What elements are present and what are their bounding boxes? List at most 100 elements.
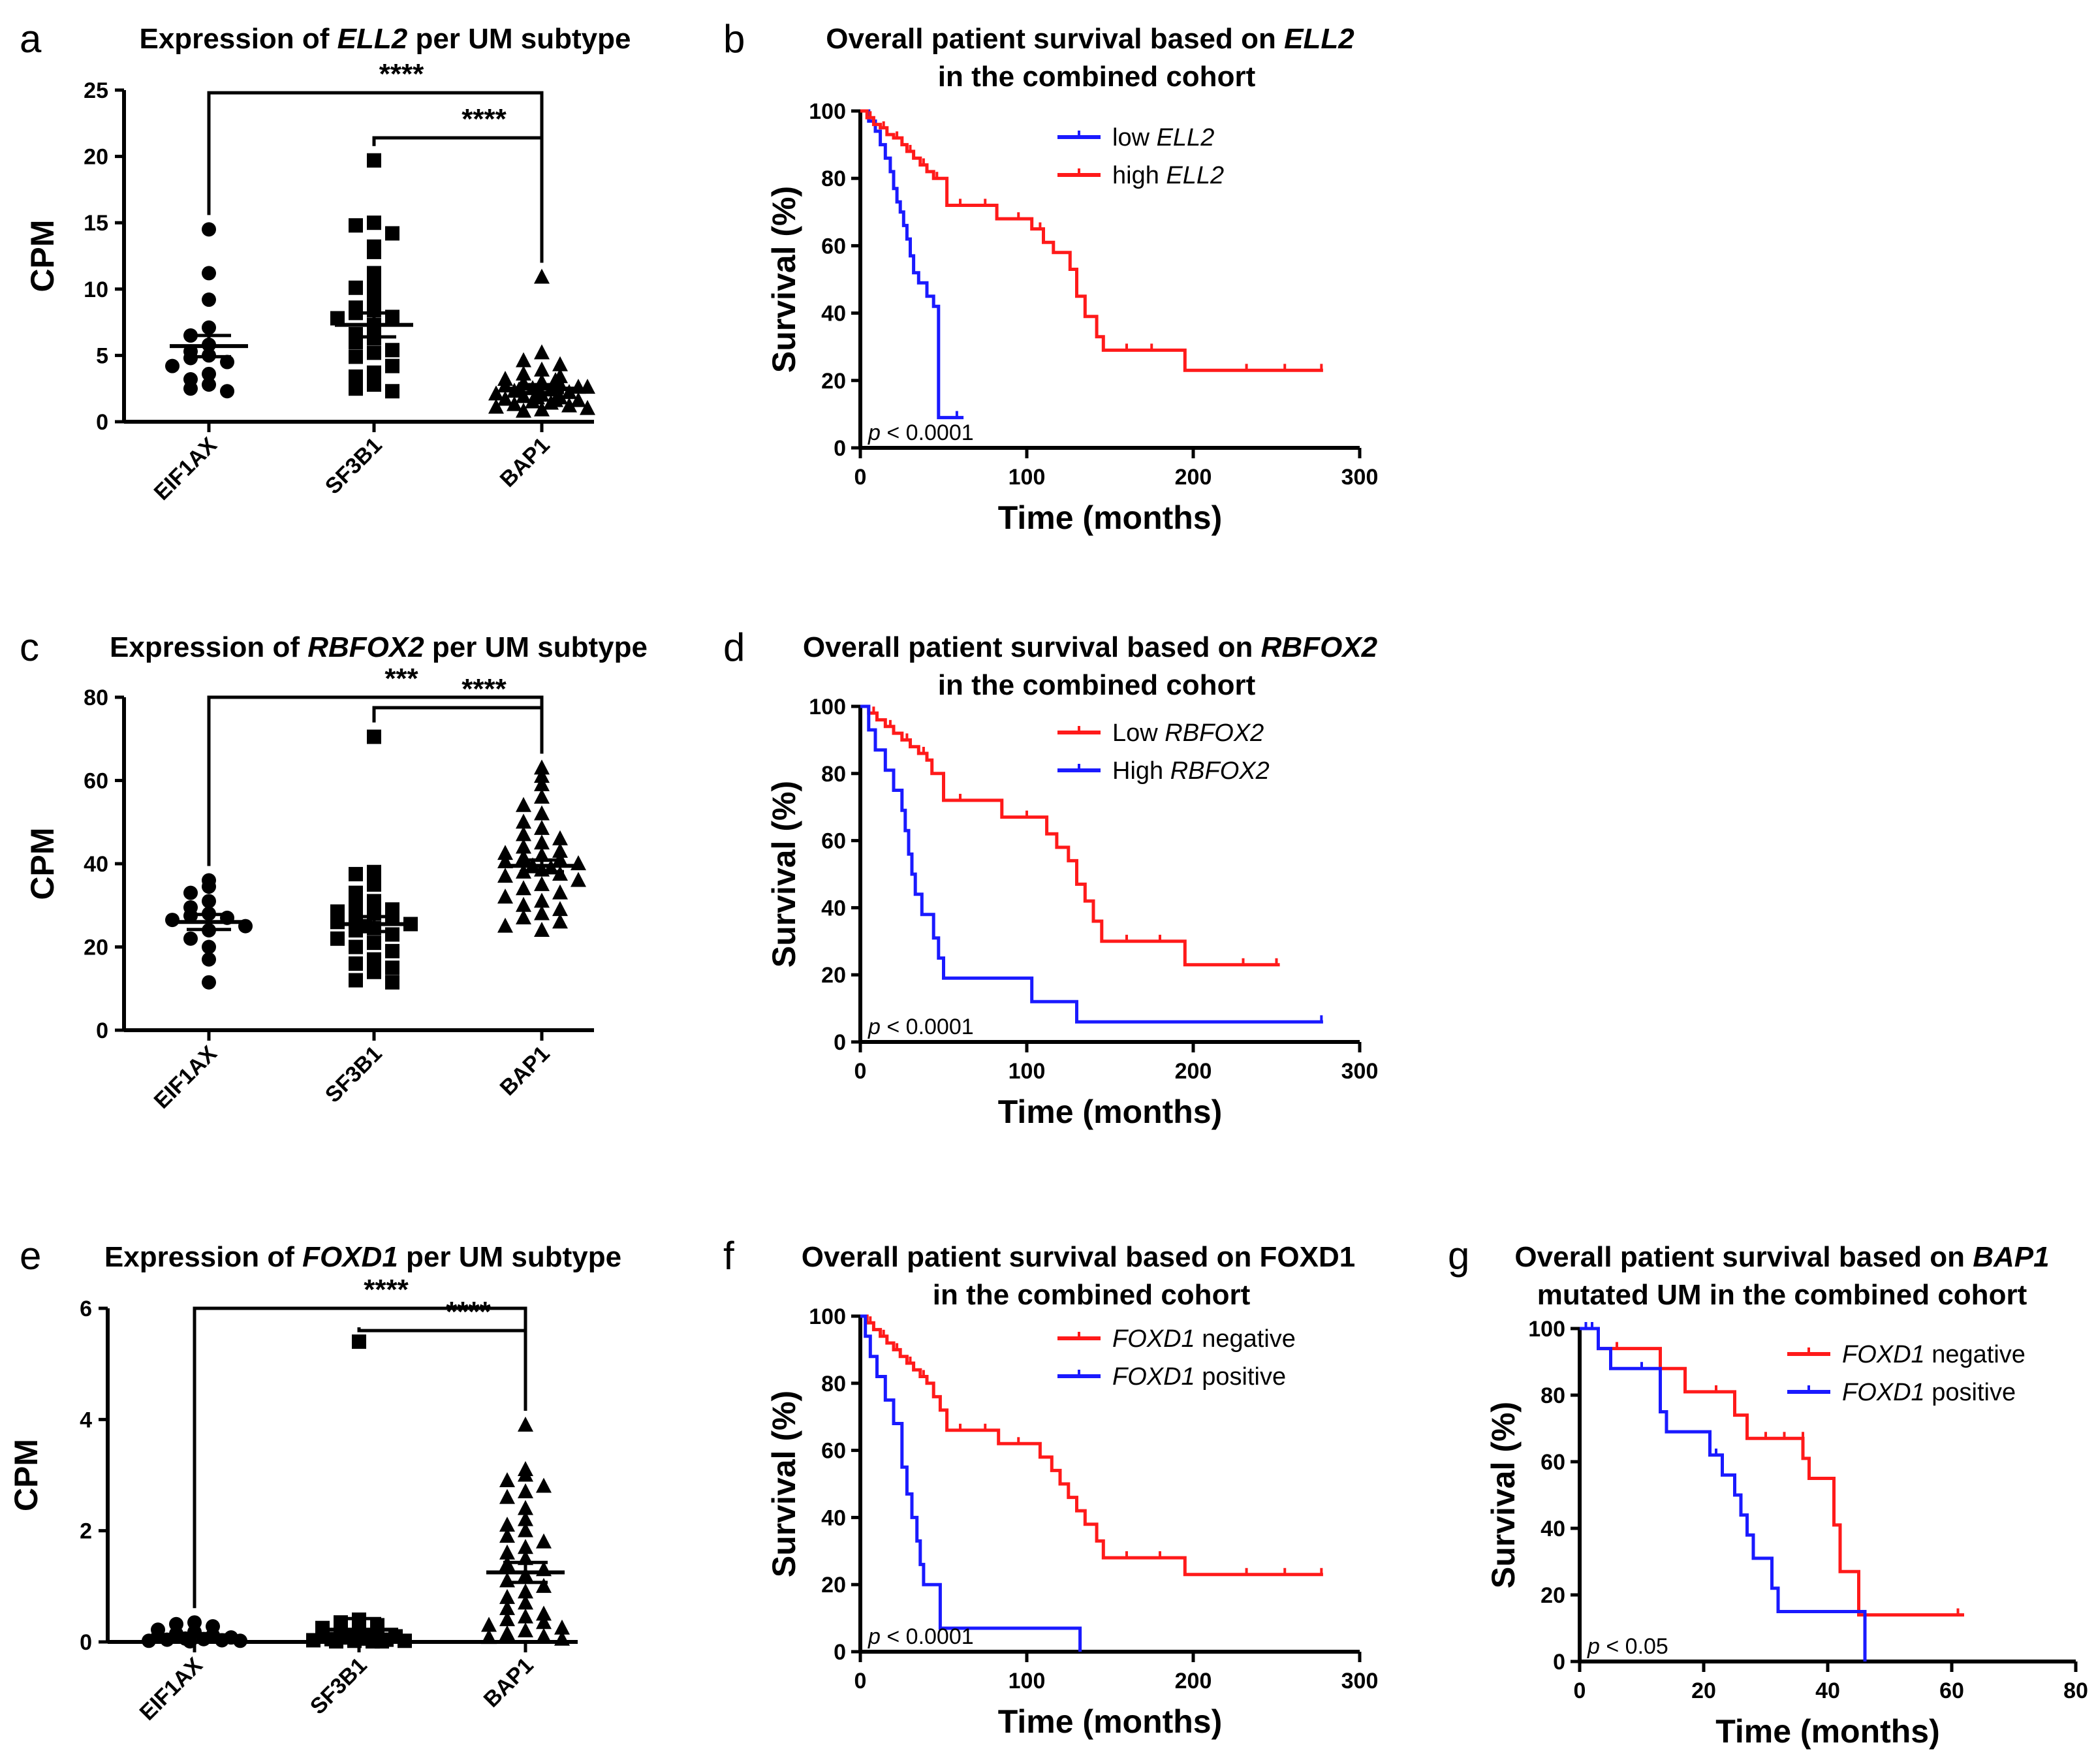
data-point-circle — [202, 894, 216, 909]
x-tick-label: 80 — [2063, 1678, 2088, 1703]
p-value-label: p < 0.05 — [1587, 1634, 1668, 1659]
y-tick-label: 80 — [821, 762, 846, 787]
legend-label-1: high ELL2 — [1112, 162, 1224, 189]
data-point-triangle — [516, 352, 531, 368]
data-point-triangle — [518, 1500, 533, 1515]
y-tick-label: 60 — [1541, 1450, 1565, 1475]
y-tick-label: 0 — [96, 410, 108, 435]
data-point-square — [330, 931, 345, 946]
survival-curve-1 — [860, 704, 1323, 1024]
legend-label-1: FOXD1 positive — [1112, 1363, 1286, 1391]
data-point-circle — [142, 1633, 156, 1648]
y-tick-label: 100 — [809, 99, 846, 124]
data-point-square — [349, 335, 363, 350]
data-point-circle — [202, 320, 216, 335]
data-point-triangle — [534, 847, 550, 862]
x-tick-label: 300 — [1341, 1059, 1379, 1084]
data-point-triangle — [497, 889, 513, 904]
panel-label-c: c — [20, 625, 39, 669]
significance-bracket — [357, 1327, 527, 1411]
data-point-triangle — [499, 1588, 515, 1604]
y-tick-label: 60 — [821, 234, 846, 259]
panel-a-title: Expression of ELL2 per UM subtype — [139, 23, 631, 55]
km-plot-d: 0 20 40 60 80 100 0 100 200 300 Time (months) Survi… — [766, 695, 1378, 1130]
y-tick-label: 100 — [809, 695, 846, 719]
data-point-square — [367, 952, 381, 967]
panel-a: a Expression of ELL2 per UM subtype 0 5 10… — [20, 17, 631, 505]
data-point-triangle — [518, 1466, 533, 1482]
significance-stars: **** — [364, 1274, 409, 1306]
y-axis-label: CPM — [24, 827, 61, 900]
dotplot-e: 0 2 4 6 CPM EIF1AX SF3B1 BAP1 **** **** — [8, 1274, 578, 1725]
x-axis-label: Time (months) — [998, 499, 1223, 536]
panel-label-b: b — [723, 17, 745, 61]
data-point-triangle — [552, 842, 568, 858]
data-point-triangle — [516, 365, 531, 381]
data-point-triangle — [552, 356, 568, 371]
x-tick-label: 200 — [1175, 465, 1212, 490]
panel-d-title-line1: Overall patient survival based on RBFOX2 — [803, 631, 1378, 663]
y-axis-label: Survival (%) — [766, 1391, 802, 1577]
y-tick-label: 0 — [80, 1630, 92, 1655]
data-point-triangle — [497, 868, 513, 883]
data-point-square — [306, 1633, 321, 1648]
y-axis-label: CPM — [24, 219, 61, 292]
data-point-square — [385, 226, 399, 241]
data-point-circle — [202, 222, 216, 237]
data-point-triangle — [516, 838, 531, 854]
data-point-circle — [183, 381, 198, 396]
survival-curve-1 — [860, 109, 1323, 372]
data-point-square — [349, 956, 363, 971]
data-point-triangle — [536, 1477, 552, 1493]
data-point-square — [349, 939, 363, 954]
y-tick-label: 100 — [1528, 1317, 1565, 1342]
panel-c: c Expression of RBFOX2 per UM subtype 0 2… — [20, 625, 648, 1114]
data-point-triangle — [548, 392, 563, 407]
x-tick-label-sf3b1: SF3B1 — [321, 433, 387, 499]
data-point-square — [367, 345, 381, 360]
x-tick-label-bap1: BAP1 — [495, 433, 555, 492]
x-tick-label-eif1ax: EIF1AX — [149, 433, 222, 505]
legend-label-0: Low RBFOX2 — [1112, 719, 1264, 747]
data-point-square — [367, 377, 381, 392]
y-tick-label: 0 — [834, 436, 846, 461]
data-point-triangle — [552, 901, 568, 917]
y-axis-label: Survival (%) — [1485, 1402, 1522, 1588]
data-point-triangle — [552, 913, 568, 929]
legend-label-0: FOXD1 negative — [1842, 1341, 2026, 1368]
data-point-triangle — [534, 875, 550, 891]
data-point-triangle — [561, 384, 577, 400]
data-point-circle — [202, 377, 216, 392]
survival-curve-0 — [1580, 1327, 1964, 1617]
data-point-triangle — [516, 880, 531, 896]
data-point-triangle — [534, 768, 550, 783]
panel-b: b Overall patient survival based on ELL2… — [723, 17, 1378, 536]
data-point-triangle — [571, 855, 586, 870]
data-point-triangle — [516, 909, 531, 924]
data-point-circle — [202, 939, 216, 954]
data-point-square — [398, 1633, 412, 1648]
data-point-square — [349, 369, 363, 384]
data-point-triangle — [499, 1528, 515, 1543]
data-point-square — [385, 343, 399, 358]
data-point-square — [367, 291, 381, 306]
panel-b-title-line2: in the combined cohort — [938, 61, 1256, 93]
data-point-square — [385, 384, 399, 399]
data-point-triangle — [552, 884, 568, 900]
y-axis-label: Survival (%) — [766, 186, 802, 373]
data-point-square — [349, 866, 363, 881]
panel-f-title-line2: in the combined cohort — [933, 1279, 1251, 1311]
significance-stars: *** — [384, 663, 418, 695]
data-point-triangle — [536, 1614, 552, 1630]
data-point-square — [367, 964, 381, 979]
survival-curve-1 — [1580, 1327, 1867, 1662]
data-point-circle — [165, 913, 180, 928]
x-tick-label: 0 — [854, 1059, 867, 1084]
x-tick-label: 0 — [854, 465, 867, 490]
data-point-triangle — [536, 1605, 552, 1621]
significance-stars: **** — [379, 58, 424, 90]
y-tick-label: 20 — [1541, 1583, 1565, 1608]
y-tick-label: 80 — [821, 166, 846, 191]
y-tick-label: 20 — [821, 1573, 846, 1598]
